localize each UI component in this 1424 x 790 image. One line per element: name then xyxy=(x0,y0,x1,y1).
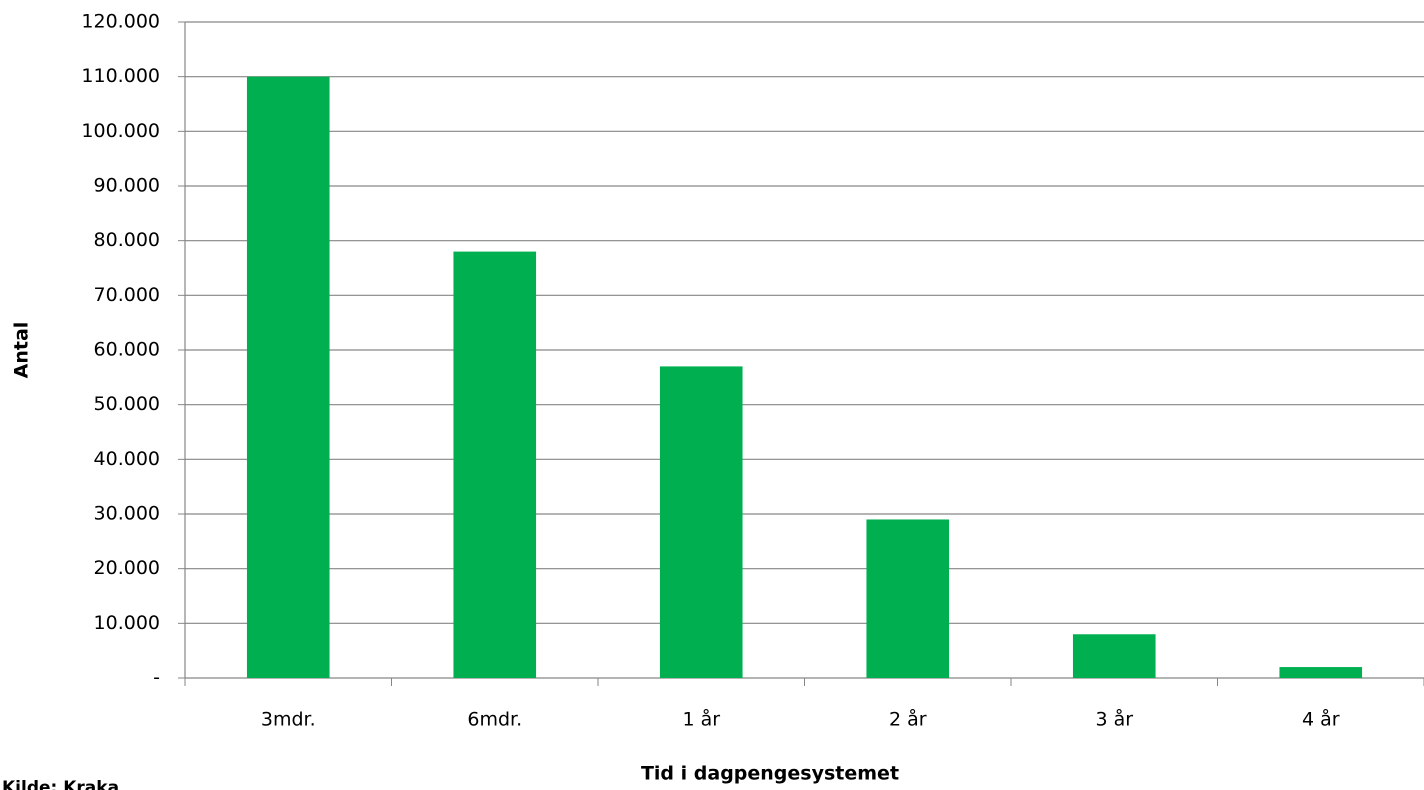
x-tick-label: 6mdr. xyxy=(467,709,522,731)
y-axis-title: Antal xyxy=(11,322,33,379)
x-tick-label: 2 år xyxy=(889,708,927,731)
y-tick-label: - xyxy=(153,667,160,689)
y-tick-label: 90.000 xyxy=(94,175,160,197)
bar xyxy=(1279,667,1363,678)
y-tick-label: 50.000 xyxy=(94,393,160,415)
y-tick-label: 120.000 xyxy=(81,11,160,33)
x-tick-label: 3 år xyxy=(1095,708,1133,731)
y-tick-label: 70.000 xyxy=(94,284,160,306)
source-note: Kilde: Kraka xyxy=(2,778,119,790)
y-tick-label: 20.000 xyxy=(94,557,160,579)
bar xyxy=(659,366,743,678)
y-tick-label: 80.000 xyxy=(94,229,160,251)
bar xyxy=(453,251,537,678)
y-tick-label: 10.000 xyxy=(94,612,160,634)
x-tick-label: 3mdr. xyxy=(261,709,316,731)
y-tick-label: 40.000 xyxy=(94,448,160,470)
y-tick-label: 100.000 xyxy=(81,120,160,142)
x-tick-label: 1 år xyxy=(682,708,720,731)
x-axis-title: Tid i dagpengesystemet xyxy=(641,763,899,785)
bar xyxy=(246,76,330,678)
bar xyxy=(1072,634,1156,678)
y-tick-label: 30.000 xyxy=(94,503,160,525)
bar xyxy=(866,519,950,678)
y-tick-label: 60.000 xyxy=(94,339,160,361)
y-tick-label: 110.000 xyxy=(81,65,160,87)
x-tick-label: 4 år xyxy=(1302,708,1340,731)
